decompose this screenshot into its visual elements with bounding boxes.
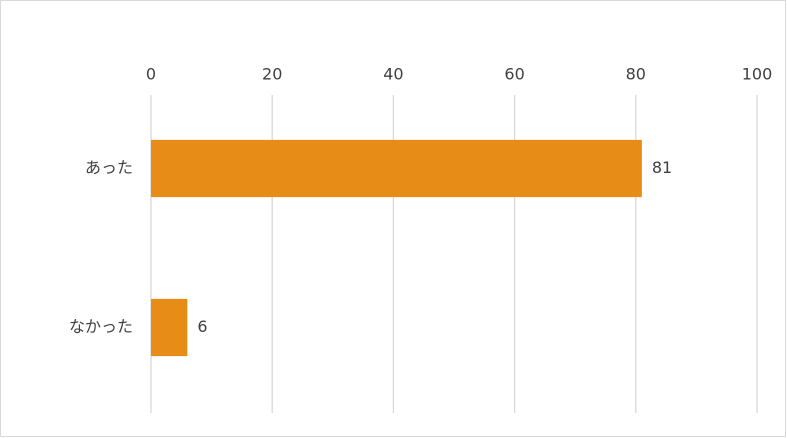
bar <box>151 139 642 198</box>
x-tick-label: 20 <box>262 65 282 84</box>
x-tick-label: 0 <box>146 65 156 84</box>
data-label: 6 <box>197 317 207 336</box>
data-label: 81 <box>652 158 672 177</box>
y-tick-label: なかった <box>69 317 133 336</box>
x-tick-label: 100 <box>742 65 773 84</box>
x-tick-label: 60 <box>504 65 524 84</box>
bar <box>151 298 188 357</box>
x-tick-label: 80 <box>626 65 646 84</box>
y-tick-label: あった <box>85 158 133 177</box>
x-tick-label: 40 <box>383 65 403 84</box>
